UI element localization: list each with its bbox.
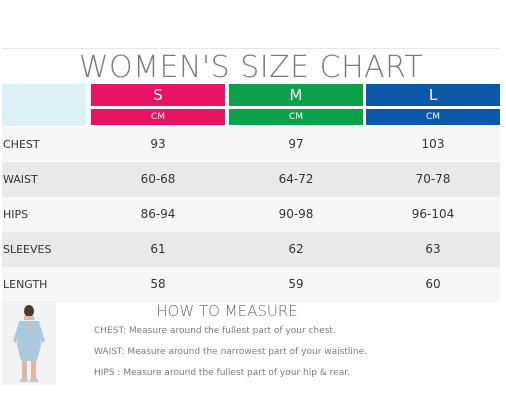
table-cell: 58 xyxy=(150,277,166,291)
table-row-sleeves: SLEEVES 61 62 63 xyxy=(2,232,500,267)
table-row-length: LENGTH 58 59 60 xyxy=(2,267,500,302)
table-cell: 60 xyxy=(425,277,441,291)
table-cell: 64-72 xyxy=(278,172,314,186)
table-cell: 61 xyxy=(150,242,166,256)
size-unit: CM xyxy=(91,109,225,125)
measure-hips-text: HIPS : Measure around the fullest part o… xyxy=(94,368,350,378)
table-cell: 62 xyxy=(288,242,304,256)
size-unit: CM xyxy=(366,109,500,125)
measure-title: HOW TO MEASURE xyxy=(156,302,298,320)
row-label: LENGTH xyxy=(3,278,48,291)
size-name: M xyxy=(229,84,363,106)
table-cell: 93 xyxy=(150,137,166,151)
top-divider xyxy=(2,48,500,49)
model-photo xyxy=(2,301,56,385)
table-row-chest: CHEST 93 97 103 xyxy=(2,127,500,162)
size-chart: WOMEN'S SIZE CHART S CM M CM L CM CHEST … xyxy=(0,48,502,388)
table-cell: 90-98 xyxy=(278,207,314,221)
size-header-s: S CM xyxy=(91,84,225,126)
table-cell: 97 xyxy=(288,137,304,151)
size-name: L xyxy=(366,84,500,106)
size-header-m: M CM xyxy=(229,84,363,126)
measure-chest-text: CHEST: Measure around the fullest part o… xyxy=(94,326,336,336)
header-corner-cell xyxy=(2,84,86,126)
table-cell: 59 xyxy=(288,277,304,291)
table-cell: 96-104 xyxy=(411,207,455,221)
row-label: HIPS xyxy=(3,208,29,221)
row-label: CHEST xyxy=(3,138,40,151)
table-row-waist: WAIST 60-68 64-72 70-78 xyxy=(2,162,500,197)
table-row-hips: HIPS 86-94 90-98 96-104 xyxy=(2,197,500,232)
table-cell: 63 xyxy=(425,242,441,256)
row-label: WAIST xyxy=(3,173,38,186)
size-name: S xyxy=(91,84,225,106)
row-label: SLEEVES xyxy=(3,243,52,256)
table-cell: 70-78 xyxy=(415,172,451,186)
table-cell: 86-94 xyxy=(140,207,176,221)
chart-title: WOMEN'S SIZE CHART xyxy=(78,50,424,85)
measure-waist-text: WAIST: Measure around the narrowest part… xyxy=(94,347,367,357)
size-header-l: L CM xyxy=(366,84,500,126)
size-unit: CM xyxy=(229,109,363,125)
model-figure-icon xyxy=(13,305,45,382)
table-cell: 103 xyxy=(421,137,445,151)
table-cell: 60-68 xyxy=(140,172,176,186)
